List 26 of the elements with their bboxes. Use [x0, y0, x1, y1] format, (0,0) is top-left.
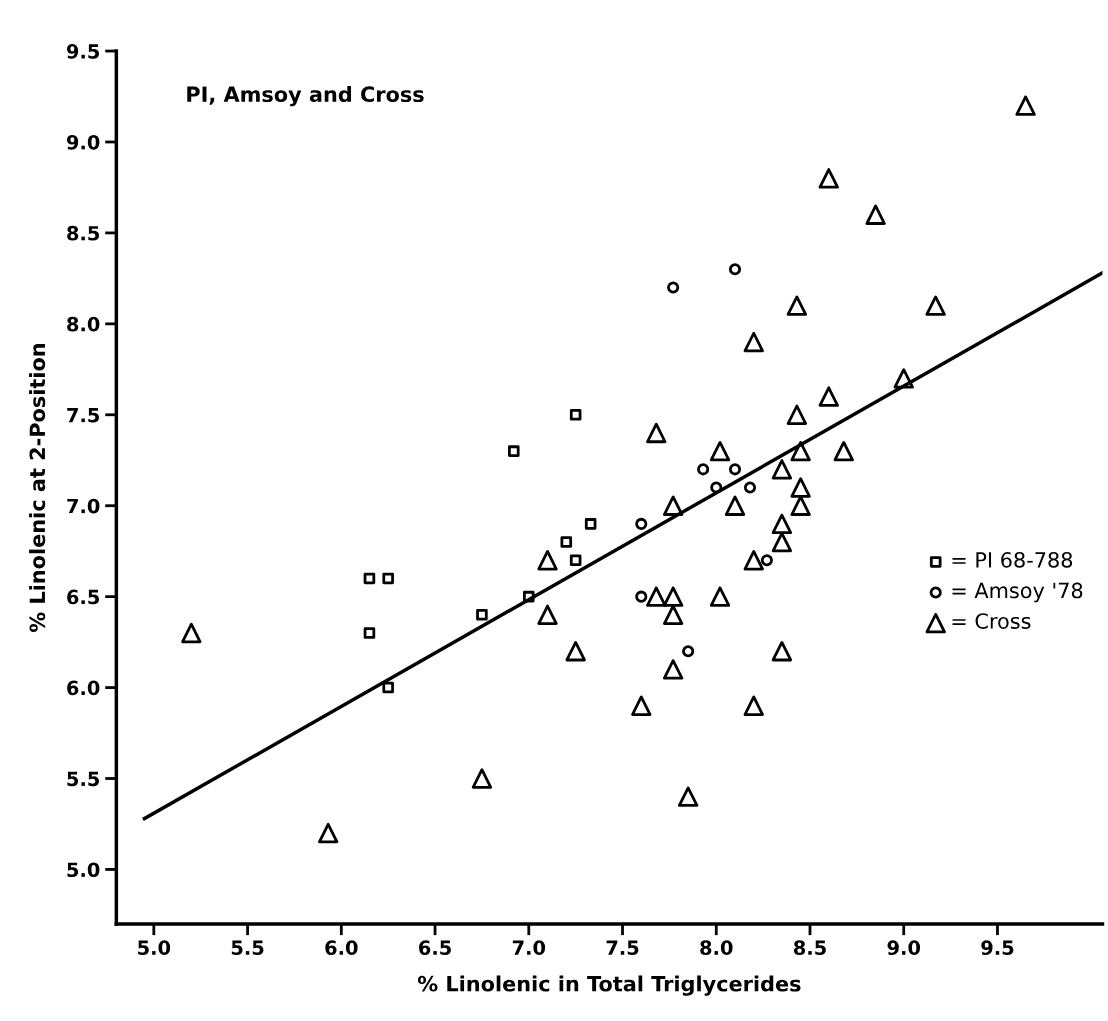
x-tick-label: 9.0 — [887, 940, 921, 956]
x-tick-label: 9.5 — [981, 940, 1014, 956]
y-tick-label: 9.5 — [66, 44, 100, 59]
y-axis-title: % Linolenic at 2-Position — [29, 344, 46, 633]
y-tick-label: 5.5 — [67, 771, 100, 787]
y-tick-label: 6.5 — [67, 589, 100, 605]
legend-label: = PI 68-788 — [952, 551, 1073, 568]
x-tick-label: 5.0 — [138, 940, 171, 956]
y-tick-label: 5.0 — [67, 862, 100, 878]
x-tick-label: 8.5 — [793, 940, 826, 956]
y-tick-label: 8.0 — [67, 316, 100, 332]
annotation: PI, Amsoy and Cross — [187, 85, 424, 107]
x-tick-label: 6.0 — [325, 940, 358, 956]
legend-label: = Amsoy '78 — [952, 582, 1083, 603]
y-tick-label: 9.0 — [66, 134, 100, 150]
y-tick-label: 7.5 — [67, 407, 100, 423]
x-tick-label: 7.0 — [512, 940, 546, 956]
x-tick-label: 8.0 — [700, 940, 733, 956]
legend-label: = Cross — [952, 613, 1031, 629]
x-tick-label: 5.5 — [231, 940, 264, 956]
x-tick-label: 6.5 — [419, 940, 451, 956]
y-tick-label: 7.0 — [67, 498, 100, 514]
y-tick-label: 6.0 — [67, 680, 100, 696]
y-tick-label: 8.5 — [67, 225, 100, 241]
x-axis-title: % Linolenic in Total Triglycerides — [417, 975, 801, 996]
x-tick-label: 7.5 — [606, 940, 639, 956]
